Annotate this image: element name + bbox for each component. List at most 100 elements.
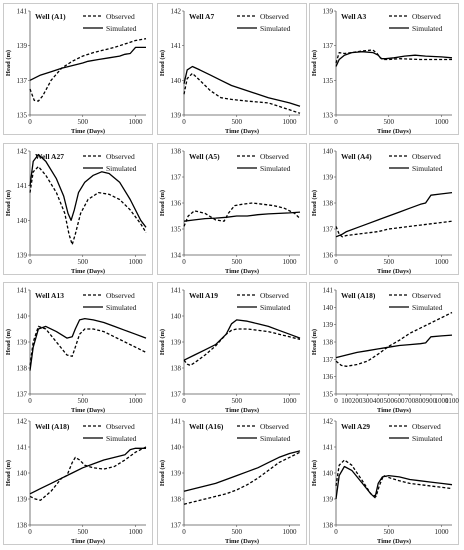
simulated-series-line (183, 319, 301, 361)
legend-observed-label: Observed (260, 291, 289, 300)
chart-title: Well (A18) (341, 291, 376, 300)
y-tick-label: 137 (323, 42, 334, 50)
x-axis-label: Time (Days) (225, 268, 259, 275)
y-tick-label: 137 (171, 522, 182, 530)
y-tick-label: 139 (171, 112, 182, 120)
x-tick-label: 900 (426, 397, 437, 405)
legend-observed-label: Observed (412, 12, 441, 21)
chart-panel-2: 139 140 141 142 0 500 1000 Head (m) Time (Days) W… (157, 3, 307, 135)
x-tick-label: 1000 (434, 528, 449, 536)
legend-simulated-label: Simulated (412, 303, 443, 312)
legend-observed-label: Observed (260, 12, 289, 21)
legend-simulated-label: Simulated (412, 24, 443, 33)
y-tick-label: 139 (323, 496, 334, 504)
x-tick-label: 1000 (128, 397, 143, 405)
x-tick-label: 0 (28, 528, 32, 536)
y-axis-label: Head (m) (311, 50, 318, 76)
legend-simulated-label: Simulated (106, 434, 137, 443)
observed-series-line (183, 328, 301, 367)
simulated-series-line (335, 334, 453, 359)
chart-panel-11: 137 138 139 140 141 0 500 1000 Head (m) Time (Day… (157, 413, 307, 545)
legend-simulated-label: Simulated (412, 164, 443, 173)
chart-panel-5: 134 135 136 137 138 0 500 1000 Head (m) Time (Day… (157, 143, 307, 275)
x-tick-label: 1000 (434, 258, 449, 266)
y-tick-label: 140 (323, 304, 334, 312)
x-tick-label: 1000 (282, 528, 297, 536)
chart-title: Well (A4) (341, 152, 372, 161)
chart-title: Well A29 (341, 422, 370, 431)
legend-observed-label: Observed (412, 422, 441, 431)
x-tick-label: 0 (28, 397, 32, 405)
y-tick-label: 133 (323, 112, 334, 120)
x-tick-label: 500 (77, 118, 88, 126)
chart-panel-10: 138 139 140 141 142 0 500 1000 Head (m) Time (Day… (3, 413, 153, 545)
y-tick-label: 141 (323, 287, 334, 295)
legend-observed-label: Observed (412, 291, 441, 300)
y-tick-label: 137 (323, 226, 334, 234)
x-axis-label: Time (Days) (71, 268, 105, 275)
x-tick-label: 0 (182, 397, 186, 405)
legend-simulated-label: Simulated (260, 24, 291, 33)
y-tick-label: 139 (17, 496, 28, 504)
y-tick-label: 141 (17, 8, 28, 16)
x-axis-label: Time (Days) (71, 538, 105, 545)
simulated-series-line (29, 46, 146, 81)
chart-title: Well (A5) (189, 152, 220, 161)
chart-title: Well (A18) (35, 422, 70, 431)
y-tick-label: 138 (323, 200, 334, 208)
chart-title: Well A7 (189, 12, 214, 21)
legend-observed-label: Observed (260, 422, 289, 431)
y-tick-label: 138 (171, 148, 182, 156)
legend: Observed Simulated (237, 422, 291, 443)
x-tick-label: 500 (231, 258, 242, 266)
y-tick-label: 141 (171, 418, 182, 426)
panel-frame (309, 3, 459, 135)
x-tick-label: 0 (334, 397, 338, 405)
y-axis-label: Head (m) (311, 460, 318, 486)
y-tick-label: 140 (323, 470, 334, 478)
observed-series-line (335, 311, 453, 367)
observed-series-line (335, 220, 453, 238)
legend-simulated-label: Simulated (260, 164, 291, 173)
y-tick-label: 138 (171, 496, 182, 504)
x-tick-label: 1000 (434, 118, 449, 126)
y-axis-label: Head (m) (5, 50, 12, 76)
legend-observed-label: Observed (106, 422, 135, 431)
x-tick-label: 0 (182, 258, 186, 266)
x-tick-label: 1000 (128, 258, 143, 266)
legend-simulated-label: Simulated (106, 164, 137, 173)
y-tick-label: 137 (171, 174, 182, 182)
simulated-series-line (335, 51, 453, 67)
legend-observed-label: Observed (106, 12, 135, 21)
legend-simulated-label: Simulated (412, 434, 443, 443)
chart-panel-12: 138 139 140 141 142 0 500 1000 Head (m) Time (Day… (309, 413, 459, 545)
y-tick-label: 142 (17, 418, 28, 426)
chart-panel-7: 137 138 139 140 141 0 500 1000 Head (m) Time (Day… (3, 282, 153, 414)
y-tick-label: 135 (171, 226, 182, 234)
y-tick-label: 138 (17, 522, 28, 530)
x-tick-label: 1000 (282, 118, 297, 126)
x-tick-label: 1000 (434, 397, 449, 405)
x-tick-label: 1100 (445, 397, 459, 405)
y-axis-label: Head (m) (5, 329, 12, 355)
panel-frame (157, 282, 307, 414)
x-tick-label: 500 (231, 118, 242, 126)
y-tick-label: 135 (323, 77, 334, 85)
y-tick-label: 135 (323, 391, 334, 399)
legend: Observed Simulated (237, 152, 291, 173)
panel-frame (3, 143, 153, 275)
y-tick-label: 138 (323, 339, 334, 347)
x-tick-label: 500 (383, 528, 394, 536)
chart-title: Well (A1) (35, 12, 66, 21)
y-tick-label: 140 (171, 313, 182, 321)
y-axis-label: Head (m) (159, 190, 166, 216)
simulated-series-line (183, 65, 301, 107)
y-tick-label: 138 (323, 522, 334, 530)
y-tick-label: 140 (17, 217, 28, 225)
y-axis-label: Head (m) (311, 190, 318, 216)
y-tick-label: 141 (323, 444, 334, 452)
x-tick-label: 0 (182, 118, 186, 126)
chart-panel-6: 136 137 138 139 140 0 500 1000 Head (m) Time (Day… (309, 143, 459, 275)
x-tick-label: 200 (352, 397, 363, 405)
y-tick-label: 141 (171, 42, 182, 50)
